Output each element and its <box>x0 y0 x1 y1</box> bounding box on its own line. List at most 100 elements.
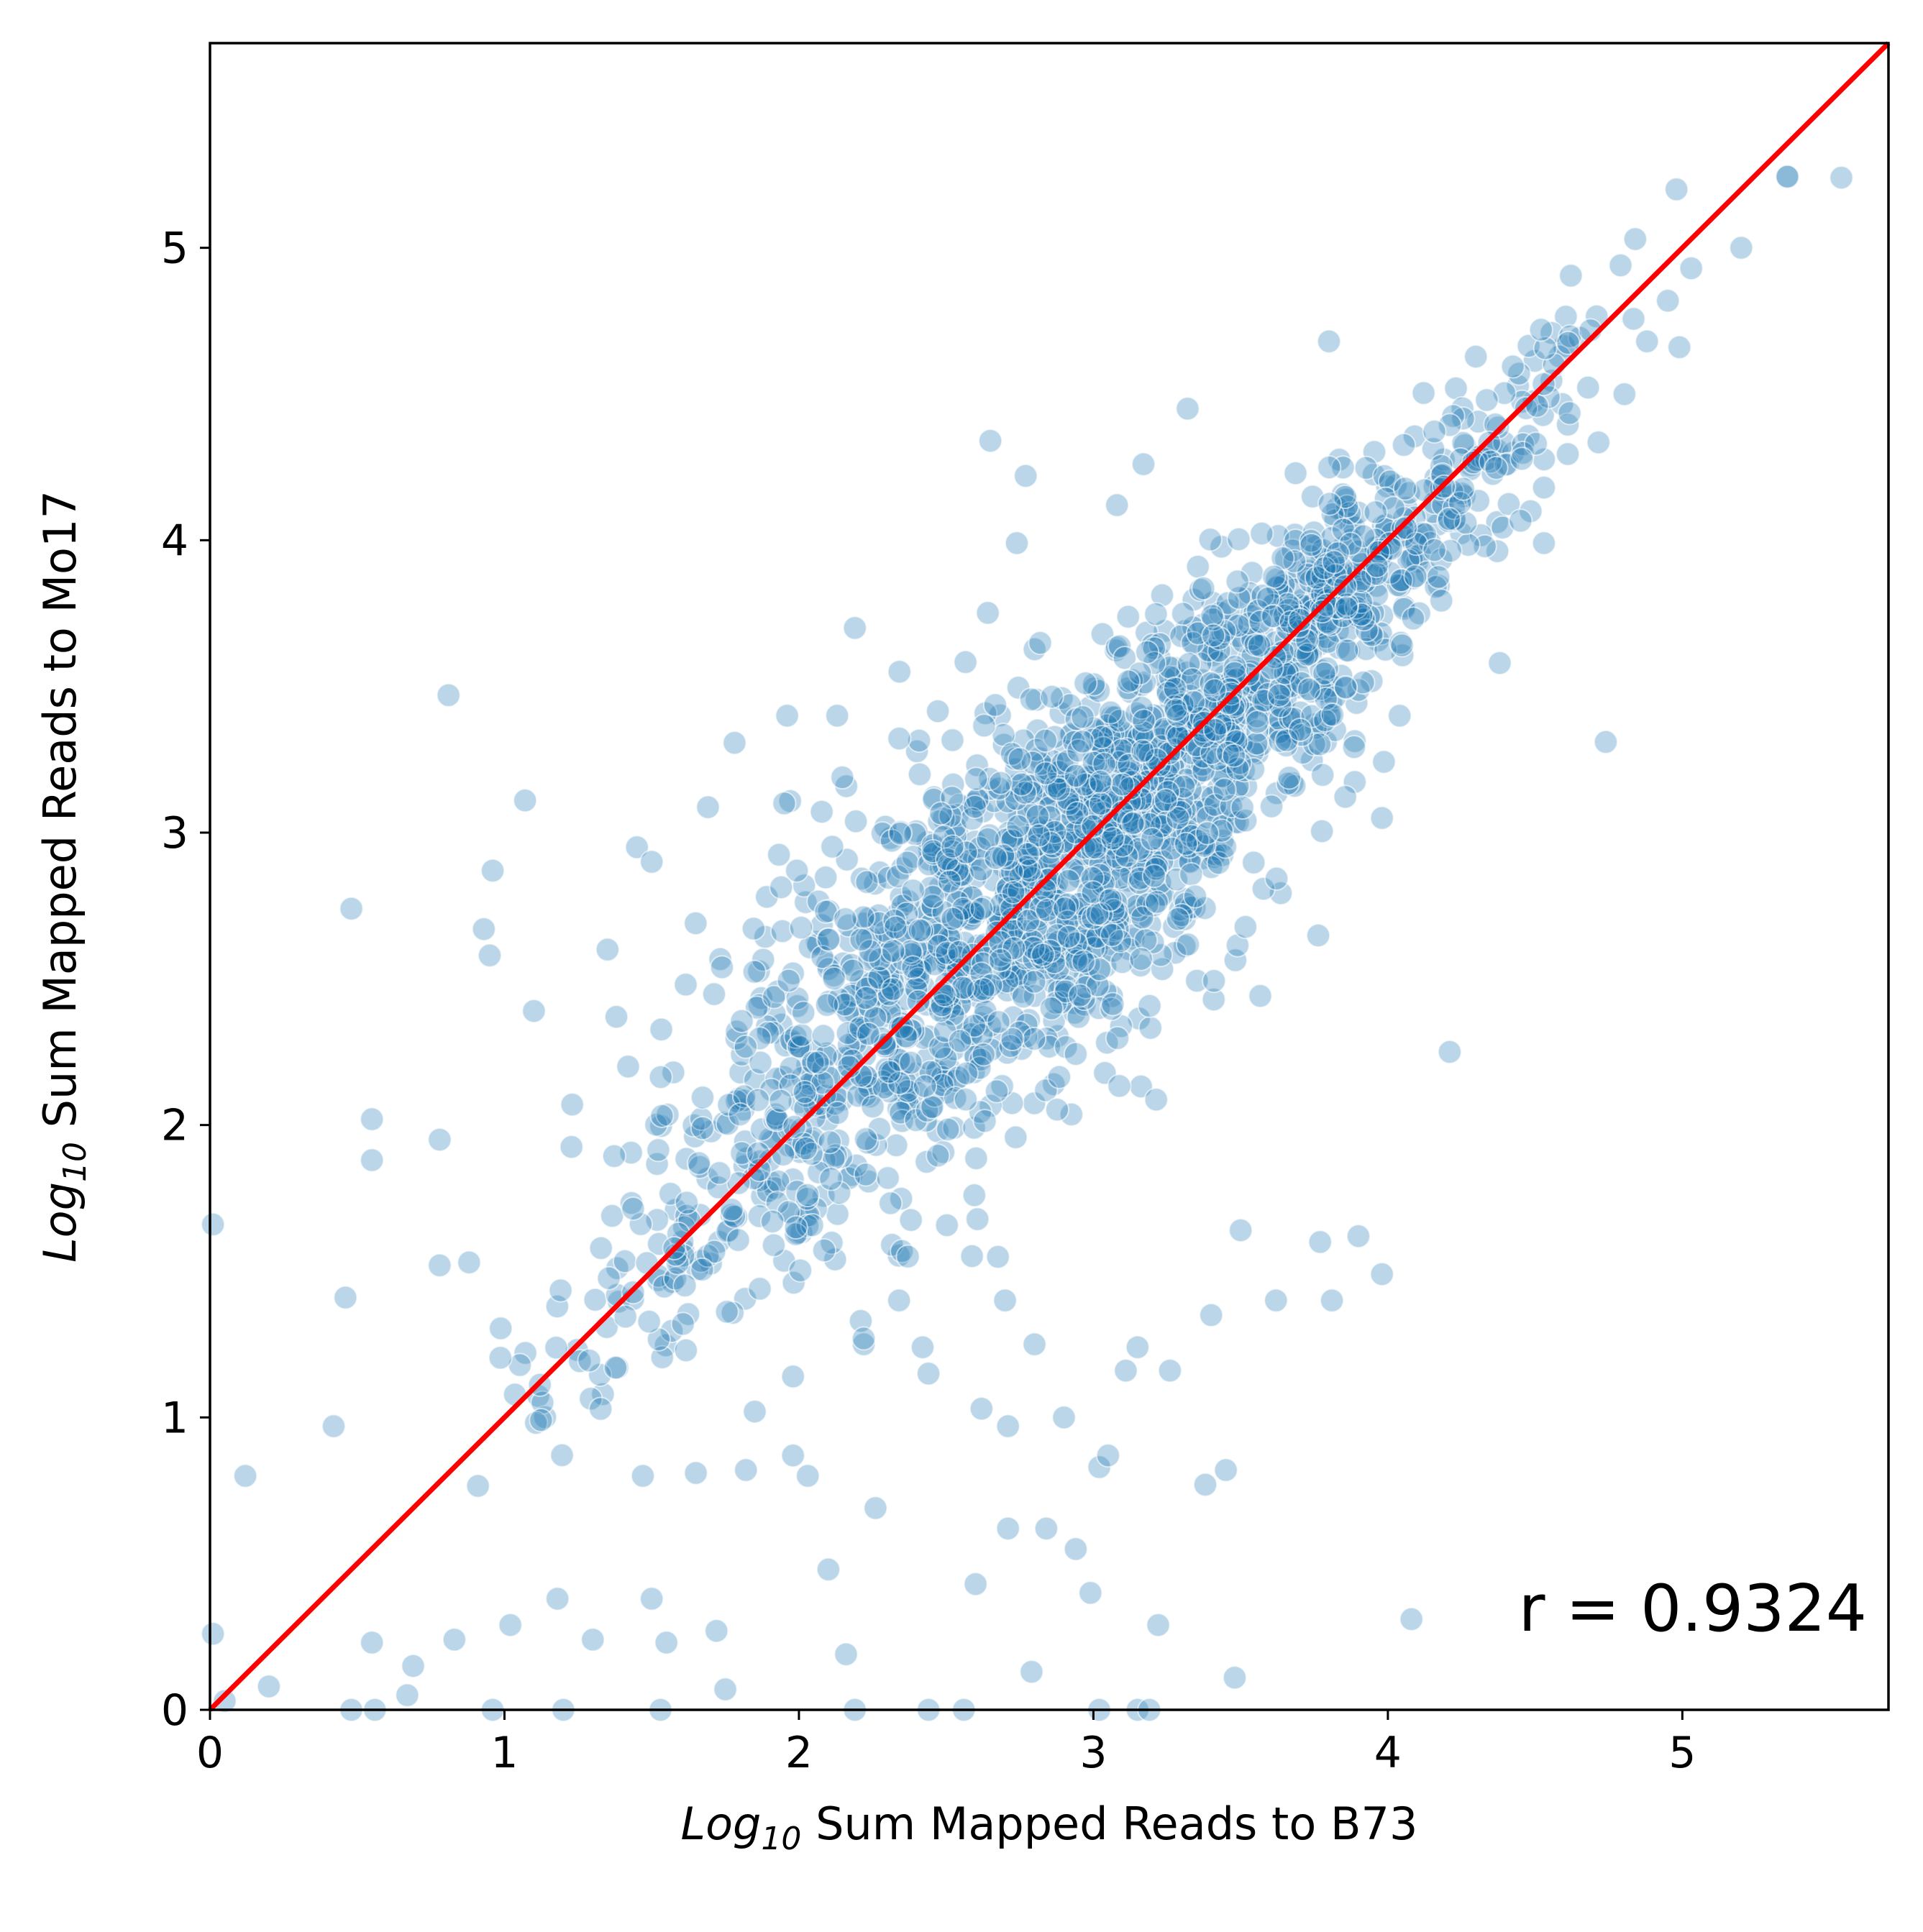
data-point <box>649 1345 675 1370</box>
data-point <box>795 1183 821 1208</box>
data-point <box>681 1113 706 1138</box>
data-point <box>1018 687 1043 712</box>
data-point <box>1195 820 1220 846</box>
data-point <box>793 1136 818 1161</box>
data-point <box>1033 1078 1059 1103</box>
data-point <box>1346 1224 1371 1249</box>
data-point <box>427 1127 452 1152</box>
data-point <box>775 703 800 728</box>
data-point <box>812 1148 837 1173</box>
data-point <box>1287 718 1312 743</box>
data-point <box>1169 902 1195 928</box>
data-point <box>1266 683 1292 708</box>
data-point <box>910 1334 935 1360</box>
data-point <box>1000 1027 1025 1052</box>
data-point <box>1320 702 1345 728</box>
data-point <box>854 986 879 1011</box>
data-point <box>982 692 1008 718</box>
data-point <box>1363 500 1388 525</box>
data-point <box>1342 769 1367 795</box>
data-point <box>1306 923 1331 948</box>
data-point <box>940 834 965 859</box>
data-point <box>962 795 987 820</box>
data-point <box>1098 887 1123 912</box>
data-point <box>1009 772 1034 797</box>
data-point <box>1033 728 1058 753</box>
data-point <box>1095 1443 1120 1468</box>
data-point <box>333 1285 358 1310</box>
data-point <box>1392 432 1417 457</box>
data-point <box>1315 610 1340 636</box>
data-point <box>728 1060 753 1085</box>
data-point <box>1463 344 1489 369</box>
data-point <box>513 788 538 813</box>
data-point <box>1245 710 1270 735</box>
data-point <box>971 976 996 1002</box>
data-point <box>673 1338 698 1363</box>
data-point <box>887 659 912 685</box>
data-point <box>1131 708 1156 733</box>
data-point <box>545 1586 570 1611</box>
data-point <box>988 948 1013 973</box>
data-point <box>1045 1097 1070 1122</box>
data-point <box>933 1046 959 1071</box>
data-point <box>201 1212 226 1237</box>
data-point <box>1070 729 1095 754</box>
data-point <box>360 1630 385 1655</box>
data-point <box>1557 400 1582 426</box>
data-point <box>1206 851 1231 876</box>
data-point <box>674 1190 699 1215</box>
data-point <box>595 937 620 962</box>
data-point <box>809 912 834 938</box>
data-point <box>1000 1004 1026 1030</box>
data-point <box>810 1023 836 1048</box>
data-point <box>1001 880 1026 905</box>
data-point <box>878 1191 903 1216</box>
data-point <box>969 1396 994 1421</box>
data-point <box>577 1348 602 1373</box>
x-tick-label: 0 <box>196 1728 224 1778</box>
data-point <box>1105 1025 1130 1050</box>
data-point <box>1100 922 1125 948</box>
data-point <box>1052 896 1077 921</box>
data-point <box>686 1150 711 1176</box>
data-point <box>754 884 780 910</box>
data-point <box>985 1245 1010 1270</box>
data-point <box>1333 784 1358 810</box>
data-point <box>830 765 855 790</box>
data-point <box>1317 329 1341 354</box>
data-point <box>1247 633 1272 658</box>
data-point <box>1015 841 1041 866</box>
data-point <box>1317 455 1342 480</box>
data-point <box>887 1288 912 1313</box>
data-point <box>1612 382 1637 407</box>
data-point <box>690 1085 715 1110</box>
data-point <box>1353 636 1379 661</box>
data-point <box>1154 788 1179 813</box>
data-point <box>973 701 998 726</box>
data-point <box>967 1056 992 1081</box>
data-point <box>639 1586 664 1611</box>
data-point <box>1144 889 1169 915</box>
data-point <box>760 1209 785 1234</box>
data-point <box>1362 439 1387 464</box>
data-point <box>1072 772 1097 797</box>
data-point <box>785 858 810 883</box>
data-point <box>1125 1334 1150 1360</box>
data-point <box>1259 794 1284 819</box>
data-point <box>649 1103 675 1128</box>
data-point <box>722 731 747 756</box>
data-point <box>1509 447 1535 472</box>
data-point <box>1493 452 1518 477</box>
data-point <box>984 1079 1009 1104</box>
data-point <box>488 1316 513 1341</box>
data-point <box>1678 256 1704 281</box>
data-point <box>1107 1073 1132 1099</box>
data-point <box>1283 461 1308 486</box>
data-point <box>1437 1040 1462 1064</box>
data-point <box>866 903 891 928</box>
data-point <box>1216 598 1241 623</box>
data-point <box>746 1141 771 1166</box>
data-point <box>783 1215 808 1240</box>
